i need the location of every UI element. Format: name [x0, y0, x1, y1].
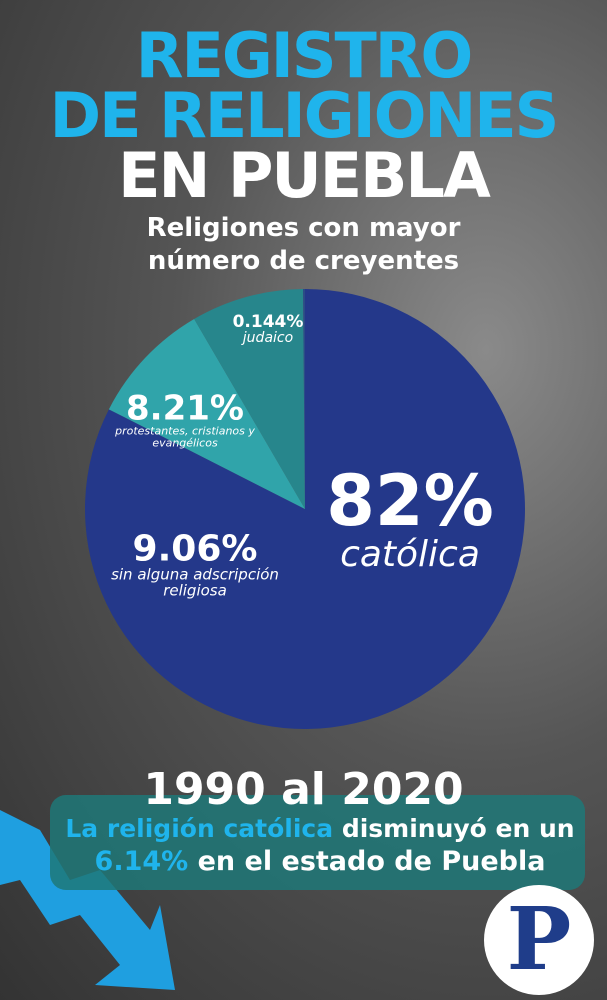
title-line: EN PUEBLA	[118, 139, 491, 212]
subtitle-line: número de creyentes	[147, 246, 460, 276]
annotation-text: en el estado de Puebla	[197, 846, 546, 877]
value-label: 0.144%	[232, 312, 304, 333]
logo: P	[484, 885, 594, 995]
category-label: protestantes, cristianos y evangélicos	[115, 424, 255, 449]
slice-label: 9.06% sin alguna adscripción religiosa	[100, 531, 290, 599]
annotation-line: 6.14% en el estado de Puebla	[40, 846, 600, 877]
subtitle-line: Religiones con mayor	[146, 213, 461, 243]
value-label: 9.06%	[132, 528, 258, 570]
annotation-line: La religión católica disminuyó en un	[40, 814, 600, 843]
value-label: 8.21%	[126, 388, 244, 429]
pie-slice	[302, 289, 305, 509]
annotation-text: disminuyó en un	[341, 814, 575, 843]
annotation-band	[50, 795, 585, 890]
slice-label: 0.144% judaico	[218, 314, 318, 346]
title-line: REGISTRO	[135, 19, 473, 92]
value-label: 82%	[326, 460, 494, 543]
pie-slice	[108, 318, 305, 509]
slice-label: 8.21% protestantes, cristianos y evangéli…	[105, 391, 265, 448]
period: 1990 al 2020	[143, 764, 464, 815]
title-line: DE RELIGIONES	[49, 79, 560, 152]
pie-slice	[85, 289, 525, 729]
category-label: sin alguna adscripción religiosa	[111, 565, 279, 599]
category-label: católica	[340, 534, 480, 576]
arrow-icon	[0, 810, 175, 990]
category-label: judaico	[242, 330, 294, 347]
pie-slice	[194, 289, 305, 509]
highlight: La religión católica	[65, 814, 334, 843]
change: 6.14%	[94, 846, 189, 877]
slice-label: 82% católica	[315, 466, 505, 574]
